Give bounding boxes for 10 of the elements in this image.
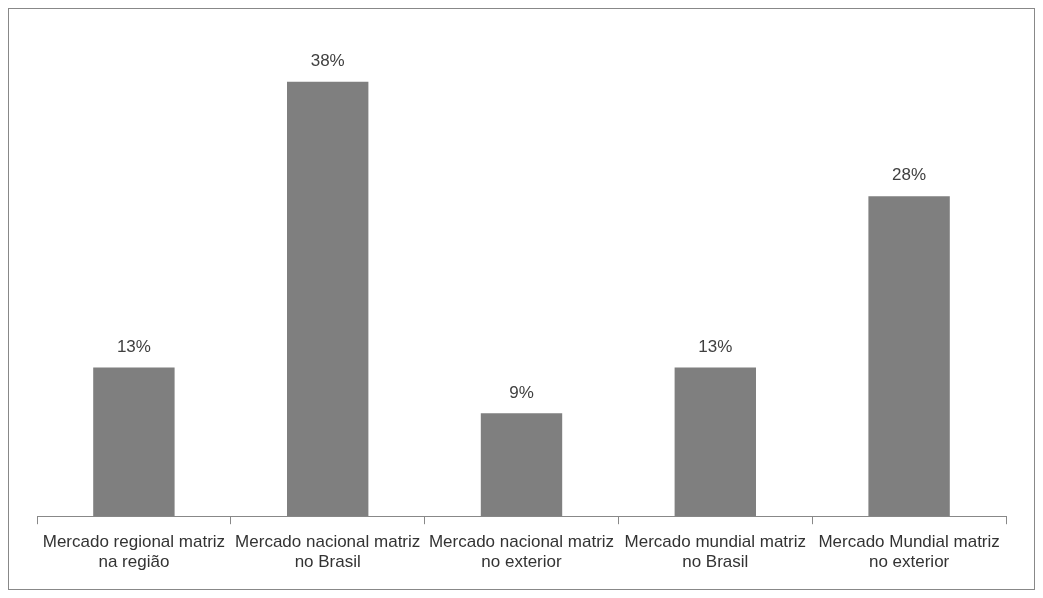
x-tick-label: Mercado nacional matriz no Brasil <box>235 532 421 572</box>
x-tick-label: Mercado mundial matriz no Brasil <box>624 532 806 572</box>
data-label: 9% <box>509 382 534 402</box>
x-tick-label: Mercado Mundial matriz no exterior <box>818 532 1000 572</box>
data-label: 13% <box>116 336 151 356</box>
x-tick-label: Mercado regional matriz na região <box>42 532 226 572</box>
data-label: 28% <box>892 165 927 185</box>
data-label: 13% <box>698 336 733 356</box>
x-tick-label: Mercado nacional matriz no exterior <box>428 532 615 572</box>
data-label: 38% <box>310 51 345 71</box>
